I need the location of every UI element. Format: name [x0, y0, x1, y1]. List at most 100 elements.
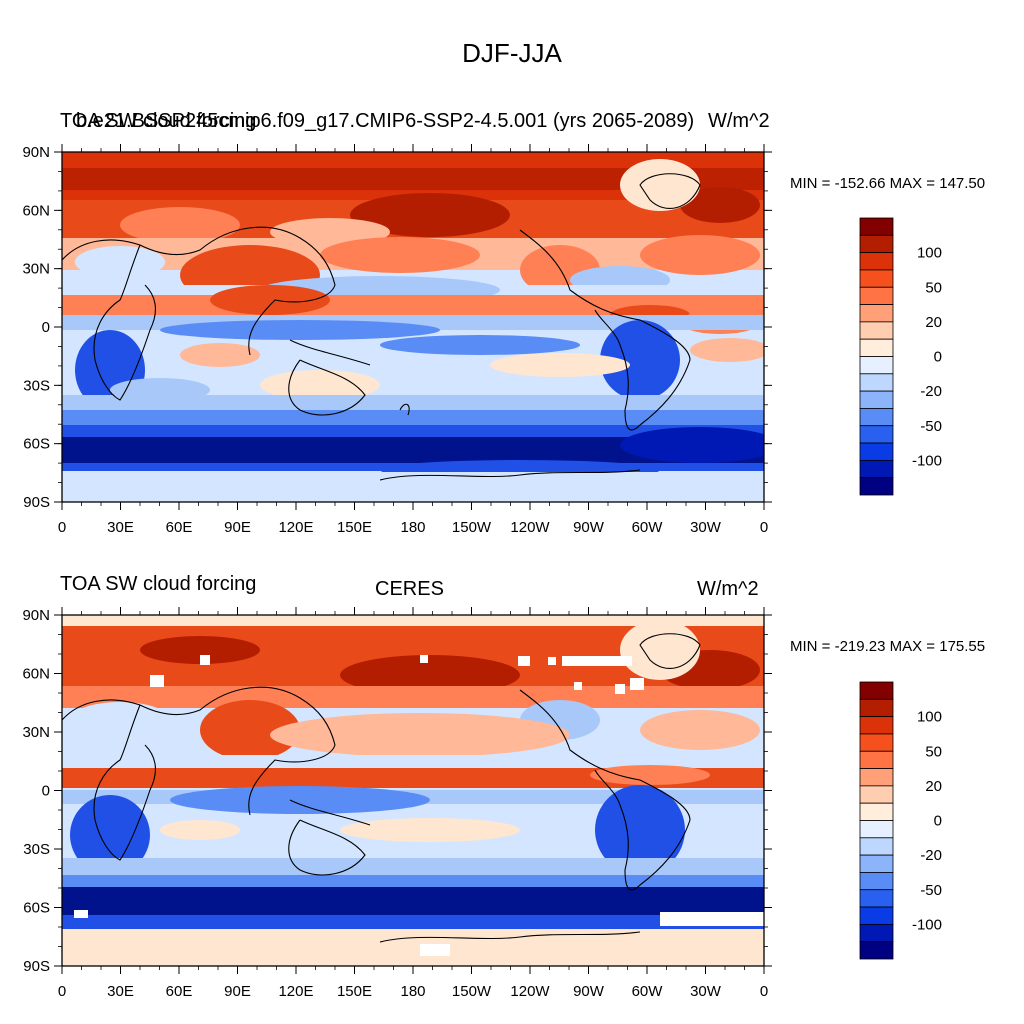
lon-label: 150W	[452, 983, 492, 1000]
panel1-map	[62, 152, 764, 502]
colorbar-box	[859, 408, 894, 427]
colorbar-label: 0	[934, 349, 942, 366]
lat-label: 60S	[23, 900, 50, 917]
panel1-coastlines	[62, 173, 701, 481]
lat-label: 30N	[22, 261, 50, 278]
lat-label: 90S	[23, 494, 50, 511]
colorbar-box	[859, 459, 894, 479]
colorbar-label: 50	[925, 743, 942, 760]
lon-label: 0	[760, 983, 768, 1000]
colorbar-box	[859, 477, 894, 496]
panel2-map	[62, 615, 764, 966]
lon-label: 90E	[224, 519, 251, 536]
panel1-case-string: b.e21.BSSP245cmip6.f09_g17.CMIP6-SSP2-4.…	[76, 110, 695, 132]
lat-label: 30S	[23, 377, 50, 394]
colorbar-label: -50	[920, 882, 942, 899]
lon-label: 60W	[632, 983, 664, 1000]
lon-label: 0	[58, 983, 66, 1000]
colorbar-label: 0	[934, 813, 942, 830]
main-title: DJF-JJA	[462, 38, 562, 68]
lon-label: 0	[760, 519, 768, 536]
lat-label: 0	[42, 783, 50, 800]
panel2-units: W/m^2	[697, 578, 759, 600]
colorbar-label: -20	[920, 847, 942, 864]
lon-label: 30E	[107, 983, 134, 1000]
colorbar-label: 100	[917, 245, 942, 262]
colorbar-box	[859, 356, 894, 375]
colorbar-box	[859, 425, 894, 444]
colorbar-box	[859, 906, 894, 925]
panel2-minmax: MIN = -219.23 MAX = 175.55	[790, 638, 986, 655]
colorbar-label: -100	[912, 916, 942, 933]
colorbar-box	[859, 234, 894, 254]
colorbar-box	[859, 373, 894, 392]
lon-label: 150E	[337, 983, 372, 1000]
colorbar-box	[859, 698, 894, 718]
panel1-minmax: MIN = -152.66 MAX = 147.50	[790, 175, 986, 192]
colorbar-box	[859, 321, 894, 340]
lon-label: 90W	[573, 983, 605, 1000]
colorbar-box	[859, 923, 894, 943]
lon-label: 180	[400, 983, 425, 1000]
lat-label: 60S	[23, 436, 50, 453]
colorbar-box	[859, 941, 894, 960]
lon-label: 60E	[166, 519, 193, 536]
colorbar-box	[859, 802, 894, 821]
colorbar-label: 100	[917, 709, 942, 726]
colorbar-box	[859, 854, 894, 873]
colorbar-box	[859, 286, 894, 305]
colorbar-box	[859, 338, 894, 357]
colorbar-label: -100	[912, 452, 942, 469]
colorbar-box	[859, 785, 894, 804]
axes-layer: 90N 60N 30N 0 30S 60S 90S 0 30E 60E 90E 120E 150E 180…	[22, 144, 772, 1000]
colorbar-label: 50	[925, 279, 942, 296]
lon-label: 180	[400, 519, 425, 536]
lat-label: 0	[42, 319, 50, 336]
lat-label: 90S	[23, 958, 50, 975]
colorbar-box	[859, 217, 894, 236]
colorbar-box	[859, 681, 894, 700]
lat-label: 90N	[22, 144, 50, 161]
colorbar-box	[859, 442, 894, 461]
colorbars: 100 50 20 0 -20 -50 -100 100 50 20 0 -20 -50 -100	[859, 217, 942, 960]
colorbar-box	[859, 304, 894, 323]
panel1-units: W/m^2	[708, 110, 770, 132]
lon-label: 150W	[452, 519, 492, 536]
colorbar-box	[859, 837, 894, 856]
colorbar-box	[859, 750, 894, 769]
colorbar-box	[859, 390, 894, 409]
lon-label: 90E	[224, 983, 251, 1000]
panel2-center-string: CERES	[375, 578, 444, 600]
colorbar-label: -50	[920, 418, 942, 435]
colorbar-label: 20	[925, 314, 942, 331]
lat-label: 60N	[22, 666, 50, 683]
lat-label: 30S	[23, 841, 50, 858]
lon-label: 120E	[278, 983, 313, 1000]
colorbar-label: -20	[920, 383, 942, 400]
lon-label: 90W	[573, 519, 605, 536]
colorbar-box	[859, 269, 894, 288]
lat-label: 90N	[22, 607, 50, 624]
colorbar-box	[859, 820, 894, 839]
lon-label: 120W	[510, 983, 550, 1000]
lon-label: 30E	[107, 519, 134, 536]
lon-label: 120E	[278, 519, 313, 536]
colorbar-box	[859, 252, 894, 271]
lon-label: 30W	[690, 983, 722, 1000]
colorbar-label: 20	[925, 778, 942, 795]
lon-label: 150E	[337, 519, 372, 536]
lon-label: 0	[58, 519, 66, 536]
colorbar-box	[859, 716, 894, 735]
lon-label: 120W	[510, 519, 550, 536]
colorbar-box	[859, 872, 894, 891]
colorbar-box	[859, 889, 894, 908]
lat-label: 30N	[22, 724, 50, 741]
lat-label: 60N	[22, 202, 50, 219]
colorbar-box	[859, 733, 894, 752]
lon-label: 60E	[166, 983, 193, 1000]
panel2-coastlines	[62, 633, 701, 943]
panel2-left-string: TOA SW cloud forcing	[60, 573, 257, 595]
colorbar-box	[859, 768, 894, 787]
lon-label: 60W	[632, 519, 664, 536]
